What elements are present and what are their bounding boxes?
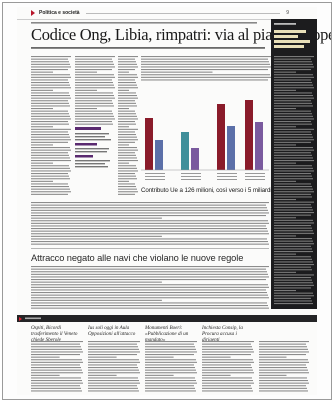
chart-label — [245, 179, 265, 180]
band-label — [25, 317, 41, 319]
chart-bar — [255, 122, 263, 170]
brief-title: Inchiesta Consip, la Procura accusa i di… — [202, 325, 243, 343]
lead-continuation-text — [31, 201, 269, 245]
chart-bar — [227, 126, 235, 170]
page-frame: Politica e società 9 Codice Ong, Libia, … — [2, 2, 332, 400]
column-text — [75, 56, 115, 125]
brief-text — [259, 341, 309, 392]
brief-title: Monumenti Boeri: «Pubblicazione di un ma… — [145, 325, 189, 343]
column-text — [118, 56, 138, 195]
page-number: 9 — [286, 10, 289, 16]
section-label: Politica e società — [39, 10, 80, 16]
column-text — [141, 56, 271, 81]
chart-caption: Contributo Ue a 126 milioni, così verso … — [141, 187, 272, 194]
callout-text — [75, 127, 111, 168]
brief-item: Ospiti, Bicordi trasferimento il Veneto … — [31, 325, 83, 395]
second-story-text — [31, 265, 269, 311]
chart-bar — [155, 140, 163, 170]
sidebar-column — [271, 19, 317, 309]
text-column-top — [141, 55, 281, 81]
section-rule — [31, 248, 269, 249]
chart-label — [145, 176, 165, 177]
brief-title: Ius soli oggi in Aula Opposizioni all'at… — [88, 325, 136, 337]
brief-text — [88, 341, 140, 392]
chart — [141, 84, 281, 186]
chart-label — [181, 176, 201, 177]
sidebar-header — [274, 23, 296, 25]
band-arrow-icon — [19, 316, 22, 321]
text-column-1 — [31, 55, 71, 197]
brief-text — [202, 341, 254, 392]
chart-bar — [191, 148, 199, 170]
brief-item: Inchiesta Consip, la Procura accusa i di… — [202, 325, 254, 395]
chart-label — [245, 173, 265, 174]
header-rule — [85, 12, 281, 14]
brief-text — [145, 341, 197, 392]
chart-label — [217, 179, 237, 180]
chart-bar — [217, 104, 225, 170]
chart-bar — [181, 132, 189, 170]
second-headline: Attracco negato alle navi che violano le… — [31, 253, 244, 263]
text-column-2 — [75, 55, 115, 125]
page-header: Politica e società 9 — [17, 7, 317, 20]
chart-bar — [145, 118, 153, 170]
column-text — [31, 56, 71, 195]
callout-box — [75, 127, 115, 185]
section-arrow-icon — [31, 10, 35, 16]
chart-label — [217, 176, 237, 177]
sidebar-text — [274, 56, 314, 305]
lead-subtitle — [31, 47, 265, 49]
brief-item: Ius soli oggi in Aula Opposizioni all'at… — [88, 325, 140, 395]
briefs-band — [17, 315, 317, 322]
brief-item — [259, 325, 309, 395]
chart-label — [181, 179, 201, 180]
chart-label — [245, 176, 265, 177]
kicker-line — [31, 22, 257, 24]
chart-label — [217, 173, 237, 174]
column-text — [31, 202, 269, 245]
brief-item: Monumenti Boeri: «Pubblicazione di un ma… — [145, 325, 197, 395]
chart-svg — [141, 100, 269, 180]
column-text — [31, 266, 269, 309]
brief-title: Ospiti, Bicordi trasferimento il Veneto … — [31, 325, 78, 343]
brief-text — [31, 341, 83, 392]
chart-label — [145, 173, 165, 174]
sidebar-title — [274, 30, 310, 48]
newspaper-page: Politica e società 9 Codice Ong, Libia, … — [17, 7, 332, 395]
chart-label — [145, 179, 165, 180]
chart-bar — [245, 100, 253, 170]
chart-label — [181, 173, 201, 174]
lead-headline: Codice Ong, Libia, rimpatri: via al pian… — [31, 25, 332, 44]
text-column-3 — [118, 55, 138, 197]
